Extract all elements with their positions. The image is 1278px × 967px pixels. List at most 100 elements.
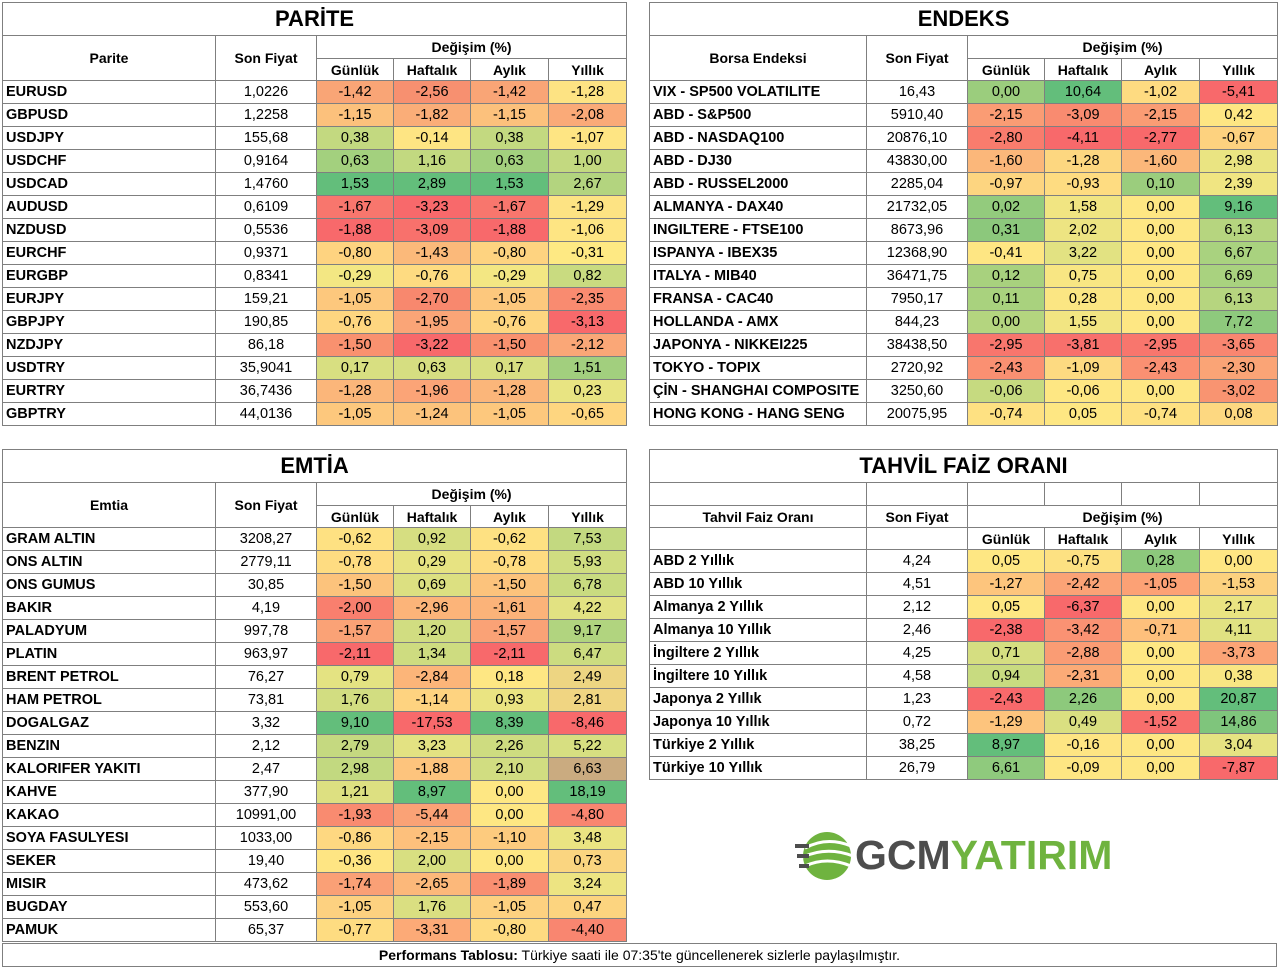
parite-row-change-yearly: -2,35 (547, 287, 628, 311)
emtia-row-name: ONS ALTIN (2, 550, 216, 574)
tahvil-row-change-monthly: 0,00 (1121, 664, 1200, 688)
tahvil-row-price: 1,23 (866, 687, 968, 711)
emtia-row-change-weekly: -17,53 (393, 711, 471, 735)
endeks-period-weekly: Haftalık (1044, 58, 1122, 81)
parite-row-name: EURCHF (2, 241, 216, 265)
endeks-row-price: 36471,75 (866, 264, 968, 288)
emtia-row-price: 553,60 (215, 895, 317, 919)
endeks-col-name: Borsa Endeksi (649, 35, 867, 81)
table-row: Japonya 2 Yıllık 1,23 -2,43 2,26 0,00 20,87 (649, 687, 1278, 711)
parite-row-change-daily: -1,67 (316, 195, 394, 219)
endeks-row-change-monthly: -2,15 (1121, 103, 1200, 127)
table-row: INGILTERE - FTSE100 8673,96 0,31 2,02 0,00 6,… (649, 218, 1278, 242)
emtia-row-change-yearly: -8,46 (547, 711, 628, 735)
endeks-table: ENDEKS Borsa Endeksi Son Fiyat Değişim (… (648, 2, 1278, 426)
endeks-row-change-monthly: 0,00 (1121, 241, 1200, 265)
table-row: Japonya 10 Yıllık 0,72 -1,29 0,49 -1,52 14,86 (649, 710, 1278, 734)
emtia-row-name: PALADYUM (2, 619, 216, 643)
emtia-row-change-daily: -1,50 (316, 573, 394, 597)
endeks-row-change-monthly: 0,00 (1121, 379, 1200, 403)
parite-period-daily: Günlük (316, 58, 394, 81)
parite-row-change-yearly: -0,65 (547, 402, 628, 426)
emtia-row-change-weekly: -2,96 (393, 596, 471, 620)
endeks-row-price: 5910,40 (866, 103, 968, 127)
endeks-row-change-yearly: -3,02 (1198, 379, 1278, 403)
emtia-row-change-monthly: -1,10 (470, 826, 549, 850)
tahvil-row-change-yearly: 0,00 (1198, 549, 1278, 573)
tahvil-row-change-daily: 0,05 (967, 549, 1045, 573)
table-row: Türkiye 2 Yıllık 38,25 8,97 -0,16 0,00 3,04 (649, 733, 1278, 757)
emtia-row-change-yearly: 7,53 (547, 527, 628, 551)
tahvil-row-change-monthly: -1,52 (1121, 710, 1200, 734)
emtia-row-change-weekly: 1,34 (393, 642, 471, 666)
endeks-row-change-yearly: -2,30 (1198, 356, 1278, 380)
emtia-row-price: 3,32 (215, 711, 317, 735)
endeks-row-change-daily: -0,74 (967, 402, 1045, 426)
parite-row-change-monthly: -1,42 (470, 80, 549, 104)
emtia-row-name: KALORIFER YAKITI (2, 757, 216, 781)
parite-row-name: NZDUSD (2, 218, 216, 242)
tahvil-row-name: Almanya 10 Yıllık (649, 618, 867, 642)
emtia-row-change-weekly: -1,14 (393, 688, 471, 712)
emtia-row-name: PAMUK (2, 918, 216, 942)
tahvil-row-change-monthly: 0,00 (1121, 687, 1200, 711)
endeks-row-name: HONG KONG - HANG SENG (649, 402, 867, 426)
emtia-row-change-daily: 2,79 (316, 734, 394, 758)
emtia-row-price: 73,81 (215, 688, 317, 712)
endeks-row-price: 3250,60 (866, 379, 968, 403)
tahvil-row-price: 2,12 (866, 595, 968, 619)
table-row: BRENT PETROL 76,27 0,79 -2,84 0,18 2,49 (2, 665, 628, 689)
emtia-row-change-daily: 0,79 (316, 665, 394, 689)
emtia-table: EMTİA Emtia Son Fiyat Değişim (%) Günlük… (1, 449, 628, 942)
table-row: HAM PETROL 73,81 1,76 -1,14 0,93 2,81 (2, 688, 628, 712)
footer-text: Türkiye saati ile 07:35'te güncellenerek… (517, 947, 901, 963)
tahvil-row-change-daily: -1,29 (967, 710, 1045, 734)
emtia-row-name: SOYA FASULYESI (2, 826, 216, 850)
emtia-row-name: SEKER (2, 849, 216, 873)
table-row: USDCAD 1,4760 1,53 2,89 1,53 2,67 (2, 172, 628, 196)
tahvil-row-price: 4,24 (866, 549, 968, 573)
table-row: NZDUSD 0,5536 -1,88 -3,09 -1,88 -1,06 (2, 218, 628, 242)
tahvil-empty-cell (1044, 482, 1122, 506)
parite-row-change-monthly: -0,76 (470, 310, 549, 334)
parite-row-name: GBPTRY (2, 402, 216, 426)
endeks-row-price: 21732,05 (866, 195, 968, 219)
table-row: USDCHF 0,9164 0,63 1,16 0,63 1,00 (2, 149, 628, 173)
parite-row-change-yearly: -2,08 (547, 103, 628, 127)
endeks-row-change-daily: -2,43 (967, 356, 1045, 380)
emtia-row-change-monthly: 8,39 (470, 711, 549, 735)
emtia-row-price: 2779,11 (215, 550, 317, 574)
tahvil-row-name: Japonya 2 Yıllık (649, 687, 867, 711)
emtia-title: EMTİA (1, 449, 628, 483)
tahvil-row-change-yearly: -1,53 (1198, 572, 1278, 596)
endeks-row-change-weekly: 3,22 (1044, 241, 1122, 265)
endeks-panel: ENDEKS Borsa Endeksi Son Fiyat Değişim (… (648, 2, 1278, 426)
parite-row-change-weekly: -3,09 (393, 218, 471, 242)
emtia-row-change-weekly: 1,20 (393, 619, 471, 643)
tahvil-row-change-daily: -2,38 (967, 618, 1045, 642)
endeks-row-change-weekly: 1,58 (1044, 195, 1122, 219)
tahvil-change-header: Değişim (%) (966, 505, 1278, 528)
emtia-row-change-yearly: 5,93 (547, 550, 628, 574)
endeks-row-change-weekly: -0,06 (1044, 379, 1122, 403)
tahvil-row-change-weekly: 0,49 (1044, 710, 1122, 734)
parite-row-change-weekly: -3,22 (393, 333, 471, 357)
parite-row-price: 35,9041 (215, 356, 317, 380)
emtia-row-change-daily: -1,93 (316, 803, 394, 827)
table-row: Almanya 10 Yıllık 2,46 -2,38 -3,42 -0,71 4,11 (649, 618, 1278, 642)
table-row: NZDJPY 86,18 -1,50 -3,22 -1,50 -2,12 (2, 333, 628, 357)
table-row: EURGBP 0,8341 -0,29 -0,76 -0,29 0,82 (2, 264, 628, 288)
endeks-row-change-daily: 0,12 (967, 264, 1045, 288)
endeks-row-change-monthly: -1,02 (1121, 80, 1200, 104)
emtia-row-change-weekly: 0,69 (393, 573, 471, 597)
emtia-row-change-daily: 2,98 (316, 757, 394, 781)
parite-row-change-yearly: -3,13 (547, 310, 628, 334)
parite-change-header: Değişim (%) (315, 35, 628, 59)
endeks-row-change-yearly: 6,13 (1198, 287, 1278, 311)
emtia-row-name: KAKAO (2, 803, 216, 827)
endeks-row-change-weekly: -1,09 (1044, 356, 1122, 380)
endeks-row-change-yearly: -0,67 (1198, 126, 1278, 150)
endeks-period-yearly: Yıllık (1198, 58, 1278, 81)
endeks-row-change-daily: -1,60 (967, 149, 1045, 173)
emtia-row-change-daily: -0,78 (316, 550, 394, 574)
